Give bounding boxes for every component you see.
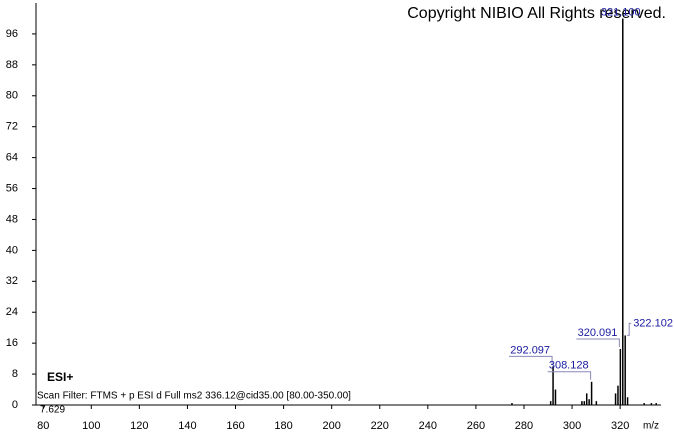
y-tick-label: 24 [6,306,18,318]
label-leader [627,322,632,336]
peak-label: 321.100 [601,6,641,18]
y-tick-label: 80 [6,90,18,102]
y-tick-label: 8 [12,368,18,380]
x-tick-label: 80 [37,420,49,432]
y-tick-label: 48 [6,213,18,225]
y-tick-label: 32 [6,275,18,287]
x-axis-label: m/z [643,421,659,432]
ion-mode: ESI+ [47,370,73,384]
scan-filter: Scan Filter: FTMS + p ESI d Full ms2 336… [37,391,351,402]
y-tick-label: 40 [6,244,18,256]
y-tick-label: 96 [6,28,18,40]
y-tick-label: 56 [6,182,18,194]
y-tick-label: 64 [6,152,18,164]
x-tick-label: 180 [274,420,292,432]
label-leader [547,371,592,380]
y-tick-label: 0 [12,399,18,411]
x-tick-label: 200 [322,420,340,432]
scale-label: 7.629 [40,405,65,416]
x-tick-label: 100 [82,420,100,432]
x-tick-label: 280 [515,420,533,432]
x-tick-label: 260 [467,420,485,432]
peak-label: 308.128 [549,360,589,372]
label-leader [509,355,553,365]
y-tick-label: 72 [6,121,18,133]
y-tick-label: 88 [6,59,18,71]
y-tick-label: 16 [6,337,18,349]
x-tick-label: 140 [178,420,196,432]
peak-label: 320.091 [578,327,618,339]
x-tick-label: 160 [226,420,244,432]
x-tick-label: 240 [419,420,437,432]
peak-label: 292.097 [510,344,550,356]
x-tick-label: 320 [611,420,629,432]
x-tick-label: 220 [371,420,389,432]
x-tick-label: 300 [563,420,581,432]
copyright: Copyright NIBIO All Rights reserved. [407,5,666,22]
peak-label: 322.102 [633,317,673,329]
label-leader [576,338,620,347]
x-tick-label: 120 [130,420,148,432]
